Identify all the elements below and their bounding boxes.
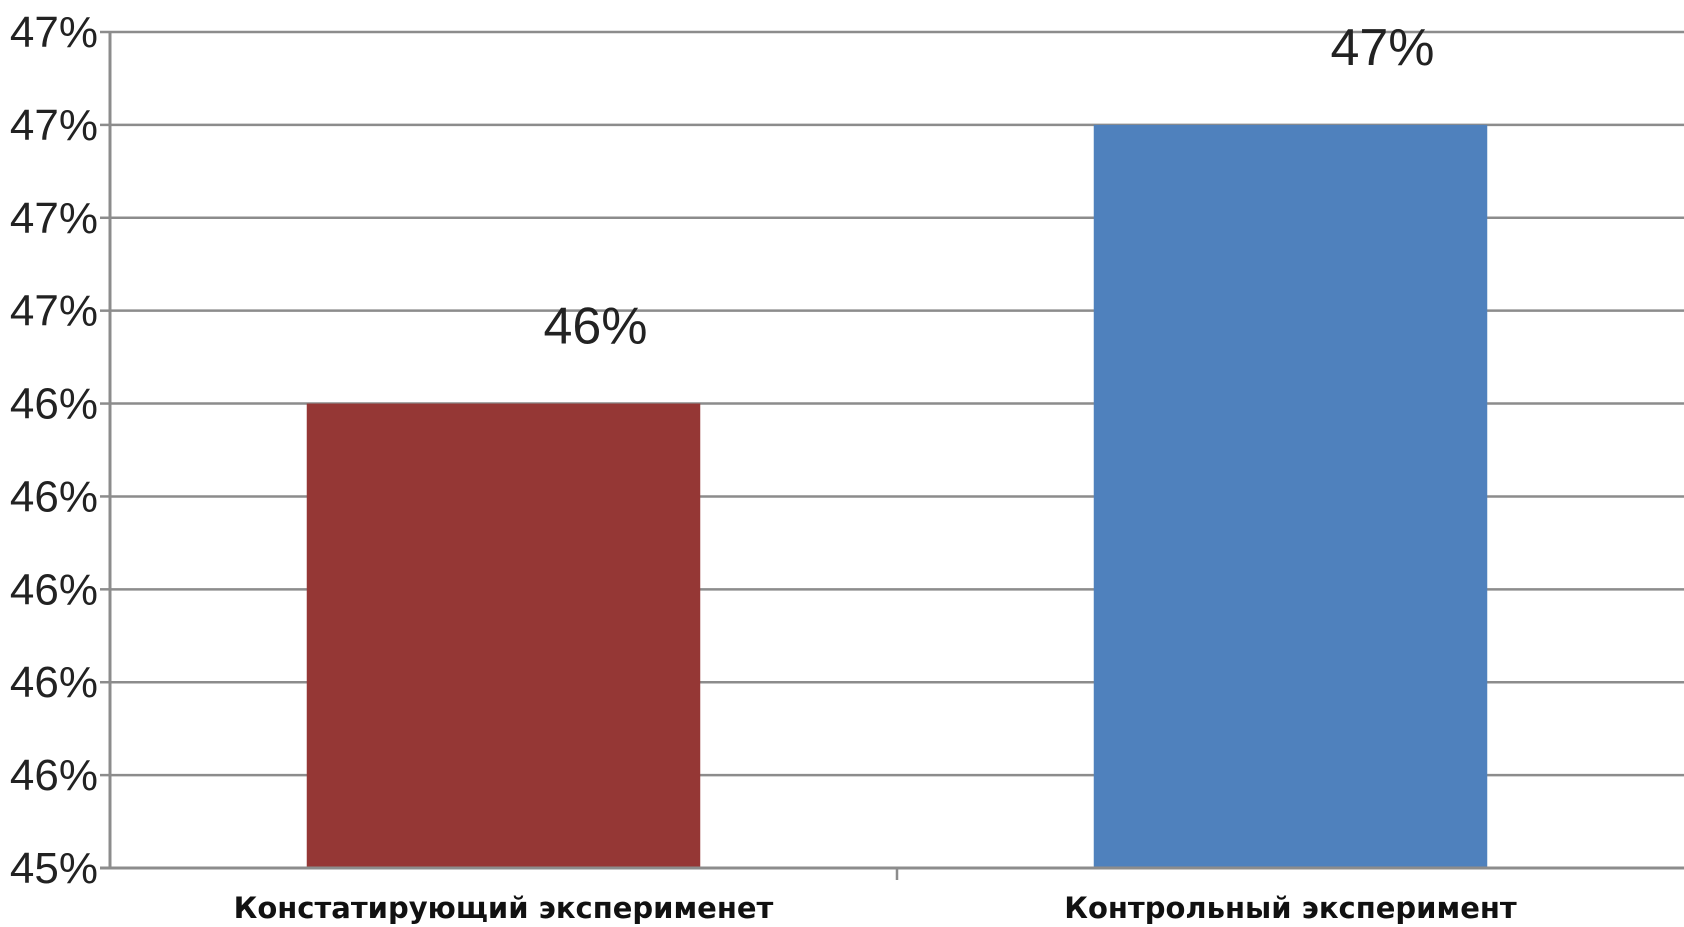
data-label: 46% (543, 298, 647, 356)
y-tick-label: 47% (10, 101, 98, 150)
y-tick-label: 46% (10, 658, 98, 707)
bar-1 (306, 403, 701, 868)
y-tick-label: 46% (10, 380, 98, 429)
bar-2 (1093, 124, 1488, 868)
y-tick-label: 47% (10, 8, 98, 57)
category-label: Контрольный эксперимент (1064, 891, 1517, 925)
y-tick-label: 47% (10, 287, 98, 336)
category-label: Констатирующий эксперименет (234, 891, 774, 925)
y-tick-label: 46% (10, 751, 98, 800)
bars (306, 124, 1488, 868)
data-label: 47% (1330, 19, 1434, 77)
y-tick-label: 46% (10, 565, 98, 614)
y-tick-label: 46% (10, 472, 98, 521)
y-tick-label: 45% (10, 844, 98, 893)
axes (100, 30, 1684, 880)
labels: 45% 46% 46% 46% 46% 46% 47% 47% 47% 47% 46% Констат… (10, 8, 1517, 925)
y-tick-label: 47% (10, 194, 98, 243)
